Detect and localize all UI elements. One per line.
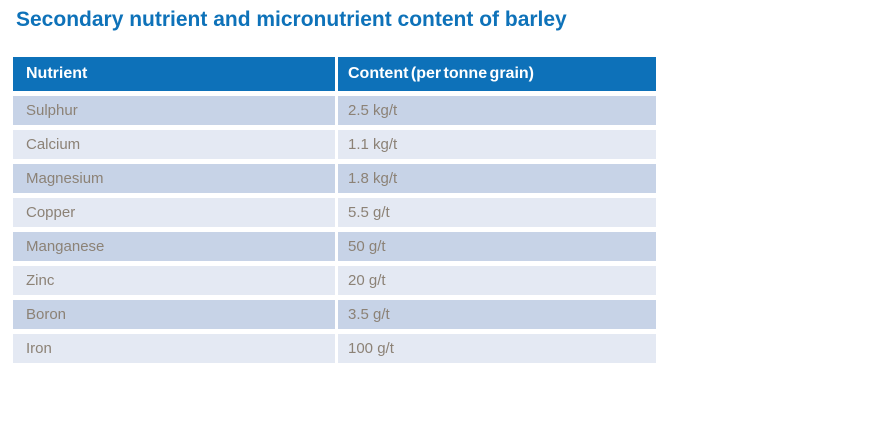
content-cell: 50 g/t [335, 227, 656, 261]
table-row-iron: Iron 100 g/t [13, 329, 656, 363]
nutrient-cell: Iron [13, 329, 335, 363]
nutrient-cell: Sulphur [13, 91, 335, 125]
content-cell: 2.5 kg/t [335, 91, 656, 125]
nutrient-table: Nutrient Content (per tonne grain) Sulph… [13, 57, 656, 363]
nutrient-cell: Calcium [13, 125, 335, 159]
nutrient-cell: Zinc [13, 261, 335, 295]
column-header-nutrient: Nutrient [13, 57, 335, 91]
nutrient-cell: Manganese [13, 227, 335, 261]
nutrient-cell: Magnesium [13, 159, 335, 193]
nutrient-cell: Copper [13, 193, 335, 227]
column-header-content: Content (per tonne grain) [335, 57, 656, 91]
content-cell: 1.8 kg/t [335, 159, 656, 193]
table-row-calcium: Calcium 1.1 kg/t [13, 125, 656, 159]
table-header-row: Nutrient Content (per tonne grain) [13, 57, 656, 91]
table-row-zinc: Zinc 20 g/t [13, 261, 656, 295]
table-row-sulphur: Sulphur 2.5 kg/t [13, 91, 656, 125]
page-title: Secondary nutrient and micronutrient con… [16, 8, 567, 31]
table-row-boron: Boron 3.5 g/t [13, 295, 656, 329]
table-row-manganese: Manganese 50 g/t [13, 227, 656, 261]
content-cell: 5.5 g/t [335, 193, 656, 227]
table-row-copper: Copper 5.5 g/t [13, 193, 656, 227]
table-row-magnesium: Magnesium 1.8 kg/t [13, 159, 656, 193]
content-cell: 20 g/t [335, 261, 656, 295]
content-cell: 100 g/t [335, 329, 656, 363]
content-cell: 1.1 kg/t [335, 125, 656, 159]
nutrient-cell: Boron [13, 295, 335, 329]
content-cell: 3.5 g/t [335, 295, 656, 329]
